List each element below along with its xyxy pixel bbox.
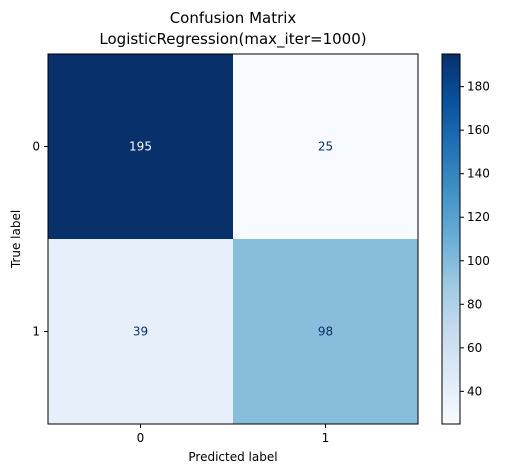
colorbar-tick-label: 180 bbox=[467, 80, 490, 94]
x-tick-label: 0 bbox=[137, 431, 145, 445]
colorbar-tick-label: 60 bbox=[467, 341, 482, 355]
cell-value-0-1: 25 bbox=[318, 140, 333, 154]
y-tick-label: 1 bbox=[32, 325, 40, 339]
cell-value-0-0: 195 bbox=[129, 140, 152, 154]
x-axis-label: Predicted label bbox=[188, 450, 277, 464]
colorbar-frame bbox=[441, 53, 461, 425]
colorbar-tick-label: 40 bbox=[467, 384, 482, 398]
colorbar bbox=[442, 54, 460, 424]
colorbar-tick-label: 140 bbox=[467, 167, 490, 181]
matrix-cell-0-0 bbox=[48, 54, 233, 239]
chart-title: Confusion Matrix bbox=[170, 9, 297, 27]
plot-frame bbox=[47, 53, 419, 425]
y-axis-label: True label bbox=[9, 210, 23, 269]
y-tick-label: 0 bbox=[32, 140, 40, 154]
matrix-cells: 195 25 39 98 bbox=[48, 54, 418, 424]
colorbar-tick-label: 100 bbox=[467, 254, 490, 268]
cell-value-1-0: 39 bbox=[133, 325, 148, 339]
matrix-cell-1-0 bbox=[48, 239, 233, 424]
chart-subtitle: LogisticRegression(max_iter=1000) bbox=[99, 30, 366, 49]
colorbar-tick-label: 160 bbox=[467, 123, 490, 137]
colorbar-tick-label: 120 bbox=[467, 210, 490, 224]
x-tick-label: 1 bbox=[322, 431, 330, 445]
colorbar-ticks: 40 60 80 100 120 140 160 180 bbox=[460, 80, 490, 398]
y-ticks: 01 bbox=[32, 140, 48, 339]
matrix-cell-0-1 bbox=[233, 54, 418, 239]
cell-value-1-1: 98 bbox=[318, 325, 333, 339]
colorbar-tick-label: 80 bbox=[467, 297, 482, 311]
matrix-cell-1-1 bbox=[233, 239, 418, 424]
